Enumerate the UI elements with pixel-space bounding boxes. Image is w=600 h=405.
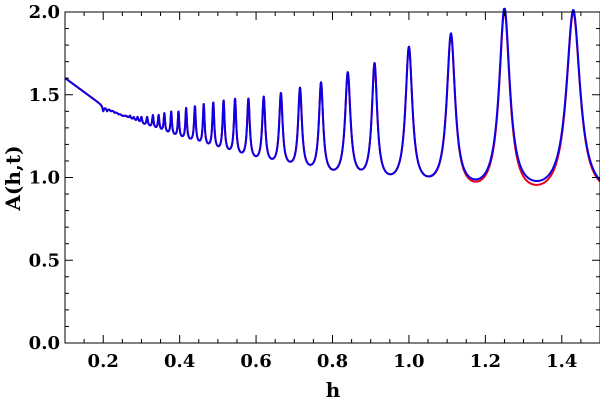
ticks-layer: 0.2 0.4 0.6 0.8 1.0 1.2 1.4 0.0 0.5 1.0 1.5 2.0 — [29, 2, 600, 372]
y-tick-label: 0.0 — [29, 333, 60, 354]
x-tick-label: 0.6 — [240, 351, 271, 372]
series-layer — [64, 7, 600, 186]
x-tick-label: 1.2 — [470, 351, 501, 372]
y-tick-label: 1.5 — [29, 85, 60, 106]
y-axis-label: A(h,t) — [1, 145, 25, 211]
x-tick-label: 0.8 — [317, 351, 348, 372]
y-tick-label: 0.5 — [29, 250, 60, 271]
series-line-1 — [64, 7, 600, 183]
x-tick-label: 1.4 — [546, 351, 577, 372]
x-axis-label: h — [326, 378, 341, 402]
y-tick-label: 1.0 — [29, 168, 60, 189]
plot-frame — [64, 11, 600, 344]
x-tick-label: 0.2 — [88, 351, 119, 372]
x-tick-label: 0.4 — [164, 351, 195, 372]
x-tick-label: 1.0 — [393, 351, 424, 372]
y-tick-label: 2.0 — [29, 2, 60, 23]
series-line-0 — [64, 9, 600, 186]
